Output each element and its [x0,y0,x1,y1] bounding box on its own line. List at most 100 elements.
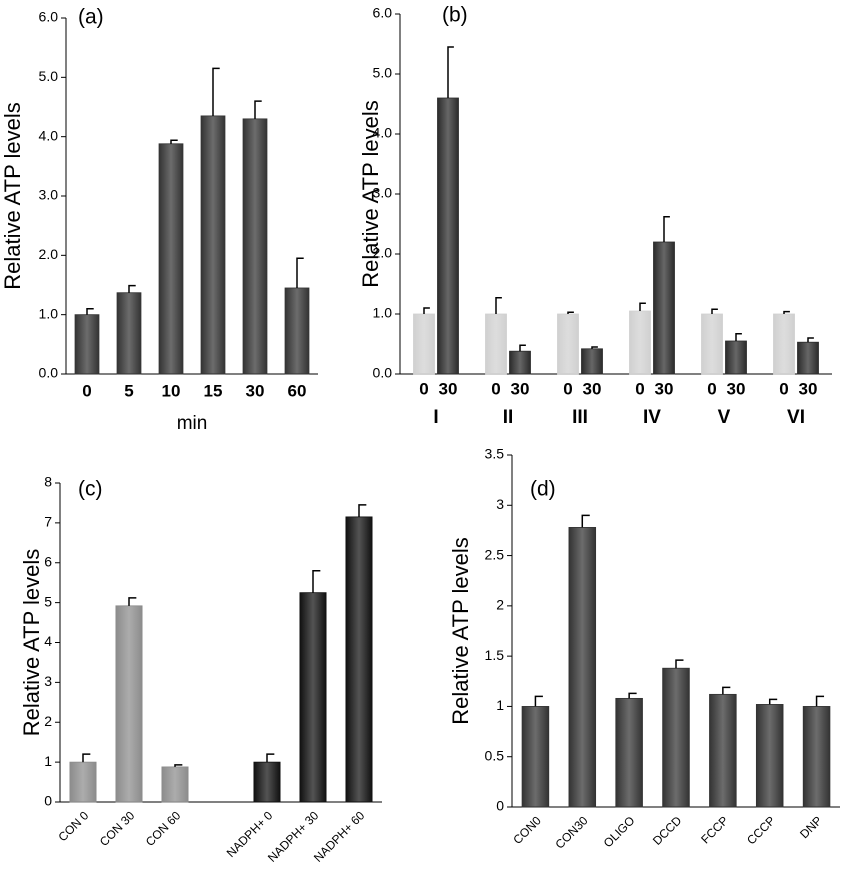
x-tick-label: II [503,407,514,428]
y-tick-label: 0 [496,798,504,814]
error-bar [128,284,136,293]
y-tick-label: 1 [496,697,504,713]
bar [509,350,531,375]
x-tick-label: 0 [82,381,91,400]
y-tick-label: 1.0 [39,305,59,321]
panel-label: (c) [78,478,103,501]
bar [755,704,784,808]
y-tick-label: 5 [44,593,52,609]
x-tick-label: FCCP [698,813,731,846]
bar [725,340,747,375]
error-bar [254,100,262,119]
bar [568,527,597,808]
error-bar [128,597,137,606]
panel-label: (d) [530,478,556,501]
y-tick-label: 0.0 [373,365,393,381]
bar [161,766,189,803]
y-tick-label: 3.0 [39,187,59,203]
y-axis-title: Relative ATP levels [19,549,44,737]
y-tick-label: 6.0 [373,5,393,21]
y-tick-label: 2.0 [39,246,59,262]
y-tick-label: 2 [496,597,504,613]
x-tick-label: CON 60 [143,808,184,849]
error-bar [807,337,814,343]
bar [345,516,373,803]
error-bar [174,764,183,767]
y-tick-label: 6 [44,553,52,569]
x-sub-label: 0 [563,379,572,398]
x-sub-label: 0 [707,379,716,398]
error-bar [581,514,590,528]
x-tick-label: V [718,407,731,428]
y-tick-label: 2 [44,713,52,729]
x-tick-label: CCCP [744,813,778,847]
x-tick-label: DNP [797,813,825,841]
x-sub-label: 30 [655,379,674,398]
bar [709,693,737,808]
y-tick-label: 4 [44,633,52,649]
x-sub-label: 30 [439,379,458,398]
bar [701,313,723,375]
error-bar [722,686,731,695]
x-tick-label: 5 [124,381,133,400]
x-axis-title: min [177,413,208,434]
y-tick-label: 1.0 [373,305,393,321]
x-tick-label: IV [643,407,661,428]
error-bar [768,698,778,705]
y-tick-label: 4.0 [39,127,59,143]
y-tick-label: 0 [44,793,52,809]
y-axis-title: Relative ATP levels [0,102,25,290]
bar [629,310,651,375]
x-tick-label: OLIGO [601,813,638,850]
error-bar [312,569,321,593]
error-bar [534,695,543,707]
error-bar [567,311,574,314]
y-axis-title: Relative ATP levels [358,100,383,288]
bar [116,292,142,375]
x-sub-label: 0 [491,379,500,398]
y-tick-label: 5.0 [373,65,393,81]
error-bar [358,504,367,517]
x-sub-label: 30 [583,379,602,398]
x-tick-label: III [572,407,588,428]
error-bar [266,753,275,763]
x-tick-label: 60 [288,381,307,400]
x-tick-label: I [433,407,438,428]
x-sub-label: 30 [727,379,746,398]
bar [115,605,143,803]
error-bar [423,307,430,314]
y-tick-label: 0.0 [39,365,59,381]
error-bar [495,297,502,314]
error-bar [628,692,637,699]
error-bar [212,67,220,116]
bar [802,706,831,808]
x-tick-label: CON 30 [97,808,138,849]
error-bar [639,302,646,311]
bar [299,592,327,803]
y-tick-label: 3.5 [485,446,505,462]
bar [797,341,819,375]
y-tick-label: 3.0 [373,185,393,201]
y-tick-label: 0.5 [485,747,505,763]
y-tick-label: 2.0 [373,245,393,261]
y-tick-label: 7 [44,514,52,530]
y-tick-label: 4.0 [373,125,393,141]
panel-label: (a) [78,6,104,29]
error-bar [591,346,598,349]
bar [69,761,97,803]
error-bar [86,307,94,315]
x-sub-label: 30 [799,379,818,398]
error-bar [296,257,304,288]
error-bar [82,753,91,763]
x-sub-label: 0 [635,379,644,398]
y-tick-label: 2.5 [485,546,505,562]
y-tick-label: 5.0 [39,68,59,84]
x-tick-label: 30 [246,381,265,400]
error-bar [447,46,454,98]
x-tick-label: DCCD [650,813,685,848]
y-tick-label: 3 [496,496,504,512]
x-tick-label: CON30 [552,813,590,851]
x-tick-label: CON0 [510,813,544,847]
bar [653,241,675,375]
